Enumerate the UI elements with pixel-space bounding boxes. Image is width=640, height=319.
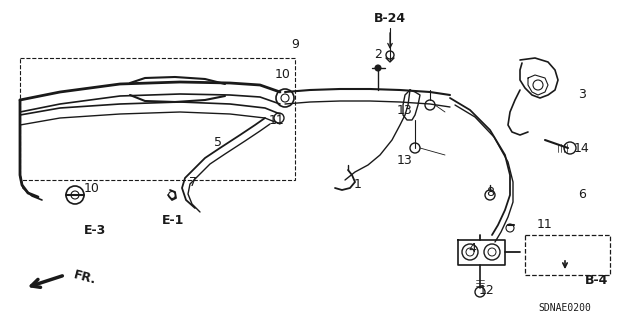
Text: 3: 3 [578,88,586,101]
Text: 9: 9 [291,39,299,51]
Bar [525,235,610,275]
Text: 7: 7 [189,176,197,189]
Text: 14: 14 [574,142,590,154]
Text: SDNAE0200: SDNAE0200 [539,303,591,313]
Text: 1: 1 [354,179,362,191]
Text: 11: 11 [537,219,553,232]
Text: 6: 6 [578,189,586,202]
Text: 10: 10 [84,182,100,195]
Text: FR.: FR. [72,269,98,287]
Text: 11: 11 [269,114,285,127]
Bar [20,58,295,180]
Text: 13: 13 [397,103,413,116]
Text: 8: 8 [486,187,494,199]
Text: E-1: E-1 [162,213,184,226]
Text: B-4: B-4 [586,273,609,286]
Circle shape [506,224,514,232]
Text: 13: 13 [397,153,413,167]
Text: 5: 5 [214,136,222,149]
Text: 10: 10 [275,69,291,81]
Text: B-24: B-24 [374,11,406,25]
Text: 2: 2 [374,48,382,62]
Circle shape [375,65,381,71]
Text: 4: 4 [468,241,476,255]
Text: 12: 12 [479,284,495,296]
Text: E-3: E-3 [84,224,106,236]
